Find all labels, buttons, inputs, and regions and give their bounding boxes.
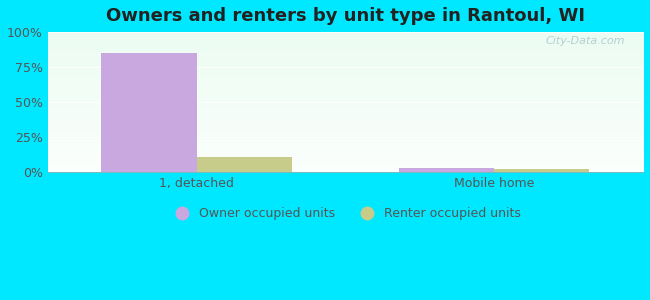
Legend: Owner occupied units, Renter occupied units: Owner occupied units, Renter occupied un… <box>164 202 526 225</box>
Bar <box>399 168 494 172</box>
Bar <box>101 53 196 172</box>
Text: City-Data.com: City-Data.com <box>546 36 625 46</box>
Bar <box>196 157 292 172</box>
Bar <box>494 169 590 172</box>
Title: Owners and renters by unit type in Rantoul, WI: Owners and renters by unit type in Ranto… <box>106 7 585 25</box>
